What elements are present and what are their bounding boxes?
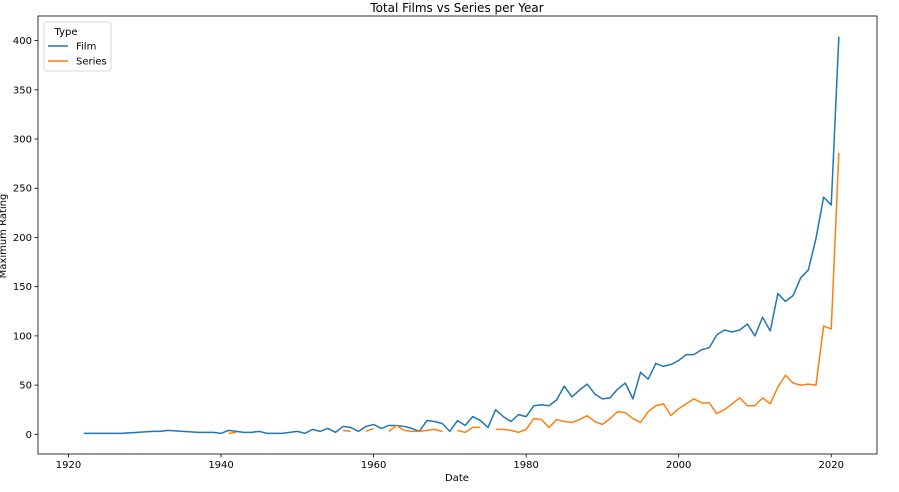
legend: Type Film Series	[43, 21, 112, 72]
x-axis-label: Date	[445, 473, 469, 484]
y-tick-label: 350	[13, 85, 32, 96]
x-tick-label: 1940	[208, 460, 233, 471]
legend-label-film: Film	[76, 42, 96, 53]
x-tick-label: 1920	[56, 460, 81, 471]
legend-title: Type	[54, 27, 78, 38]
axes-frame	[37, 15, 878, 455]
x-tick-label: 2020	[819, 460, 844, 471]
legend-label-series: Series	[76, 57, 107, 68]
plot-area	[83, 36, 840, 435]
series-line-series-segment-1	[228, 431, 237, 435]
x-tick-label: 1960	[361, 460, 386, 471]
legend-box	[43, 21, 112, 72]
y-tick-label: 0	[26, 430, 32, 441]
y-tick-label: 250	[13, 184, 32, 195]
chart-title: Total Films vs Series per Year	[369, 1, 543, 15]
y-tick-label: 400	[13, 36, 32, 47]
series-line-series-segment-6	[495, 152, 840, 434]
series-line-series-segment-3	[365, 427, 374, 433]
y-tick-label: 300	[13, 135, 32, 146]
series-line-film	[83, 36, 840, 435]
y-tick-label: 150	[13, 282, 32, 293]
series-line-series-segment-5	[457, 426, 481, 434]
x-tick-label: 1980	[513, 460, 538, 471]
y-tick-label: 50	[19, 381, 32, 392]
axes: 1920 1940 1960 1980 2000 2020 0 50 100 150 200 250 3…	[13, 15, 878, 471]
y-axis-label: Maximum Rating	[0, 194, 9, 279]
series-line-series-segment-4	[388, 424, 443, 433]
series-line-series-segment-2	[342, 429, 351, 433]
y-tick-label: 100	[13, 331, 32, 342]
y-tick-label: 200	[13, 233, 32, 244]
x-tick-label: 2000	[666, 460, 691, 471]
